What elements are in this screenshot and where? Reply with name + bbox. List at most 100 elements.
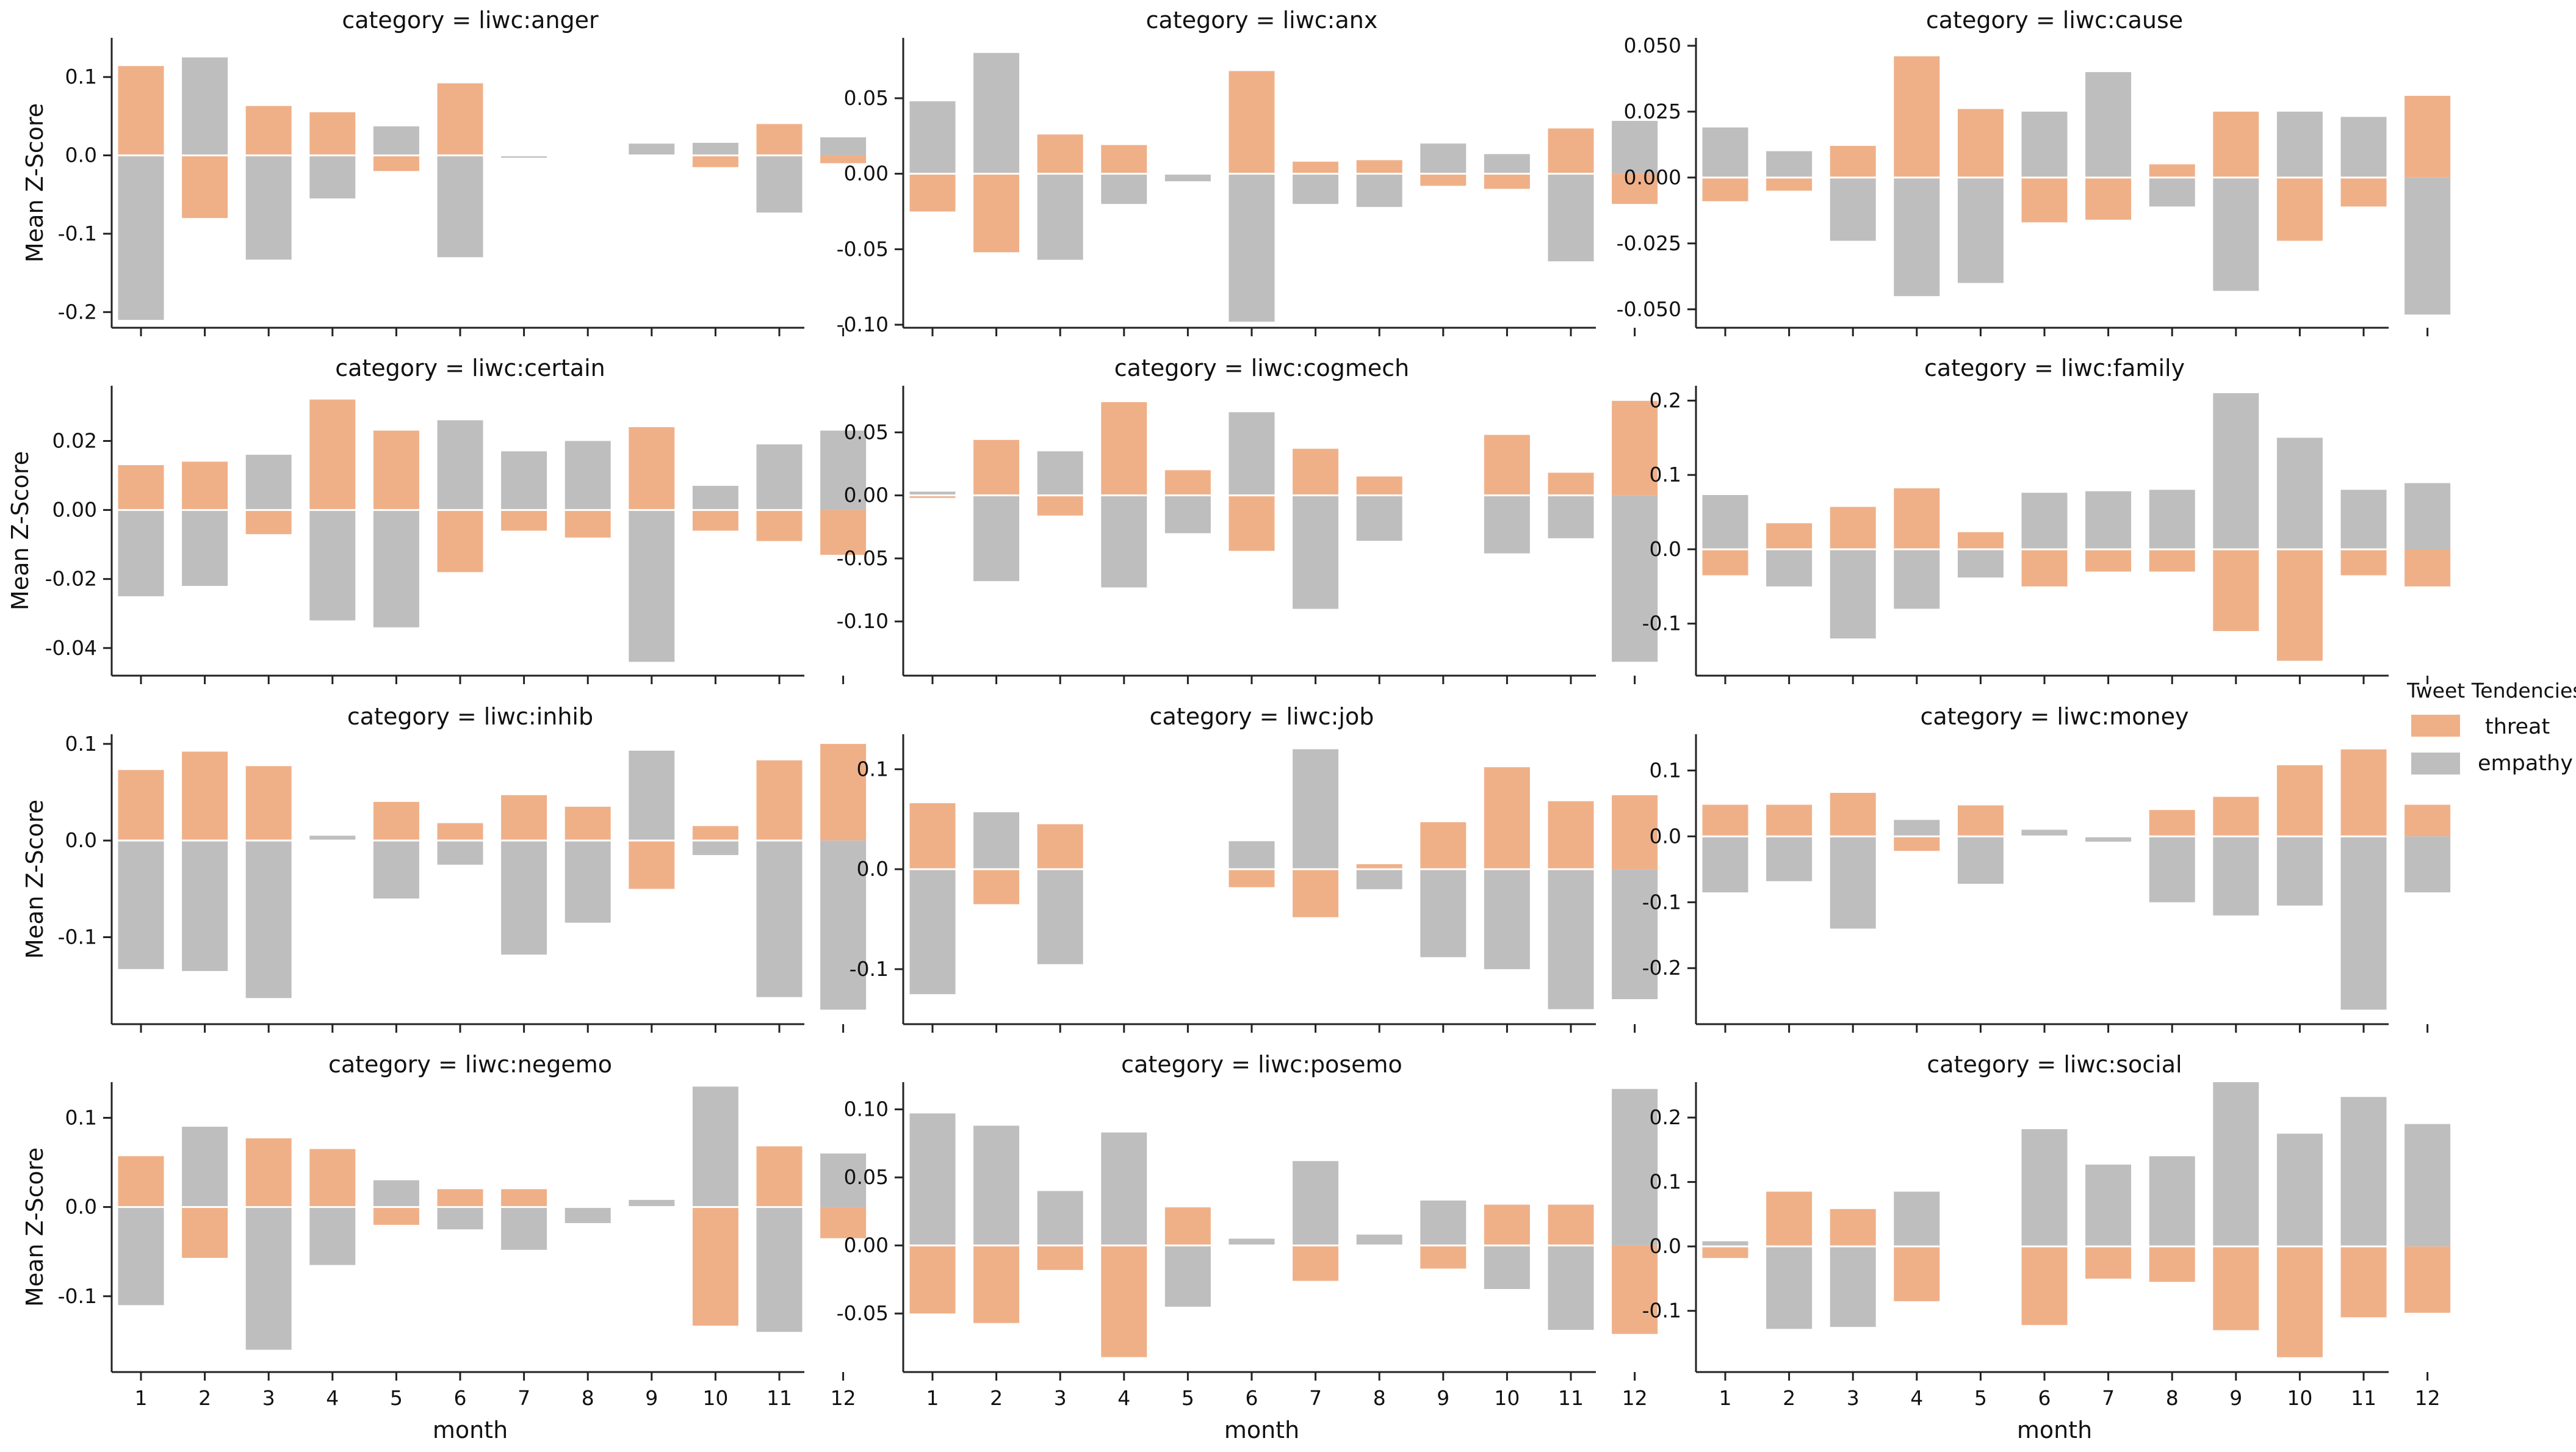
bar-empathy xyxy=(2340,117,2387,178)
bar-threat xyxy=(1830,507,1876,549)
legend: Tweet Tendencies threat empathy xyxy=(2406,679,2576,776)
x-tick-label: 9 xyxy=(1437,1386,1449,1410)
bar-empathy xyxy=(1830,1246,1876,1327)
bar-threat xyxy=(373,1207,419,1225)
bar-empathy xyxy=(973,1125,1020,1246)
bar-threat xyxy=(1894,56,1940,178)
bar-threat xyxy=(692,1207,738,1326)
bar-empathy xyxy=(2405,1124,2451,1247)
bar-threat xyxy=(2021,177,2068,223)
bar-threat xyxy=(1830,1208,1876,1247)
bar-threat xyxy=(118,1156,164,1207)
x-tick-label: 5 xyxy=(1182,1386,1194,1410)
x-tick-label: 3 xyxy=(1054,1386,1067,1410)
bar-empathy xyxy=(1293,173,1339,204)
x-tick-label: 1 xyxy=(926,1386,939,1410)
y-tick-label: 0.00 xyxy=(844,483,889,507)
bar-threat xyxy=(2021,1246,2068,1325)
bar-threat xyxy=(437,510,483,572)
bar-empathy xyxy=(2276,438,2323,549)
bar-threat xyxy=(1037,824,1083,870)
y-tick-label: -0.1 xyxy=(1642,1299,1681,1323)
bar-empathy xyxy=(1612,869,1658,1000)
bar-empathy xyxy=(437,1207,483,1230)
bar-threat xyxy=(501,1189,547,1207)
bar-empathy xyxy=(118,1207,164,1306)
x-tick-label: 6 xyxy=(2038,1386,2051,1410)
x-tick-label: 8 xyxy=(582,1386,594,1410)
y-axis-label: Mean Z-Score xyxy=(21,1147,48,1307)
y-tick-label: -0.10 xyxy=(837,609,889,633)
bar-empathy xyxy=(182,840,228,971)
y-tick-label: -0.04 xyxy=(45,636,97,660)
bar-empathy xyxy=(1548,173,1594,262)
bar-threat xyxy=(909,173,956,212)
bar-empathy xyxy=(973,812,1020,870)
chart-panel: category = liwc:job -0.1 0.0 0.1 xyxy=(850,703,1658,1033)
bar-threat xyxy=(2085,177,2132,220)
x-axis-label: month xyxy=(433,1417,508,1443)
bar-empathy xyxy=(1702,495,1748,549)
bar-empathy xyxy=(1164,173,1211,182)
bar-threat xyxy=(245,766,292,841)
bar-empathy xyxy=(1612,1089,1658,1246)
bar-threat xyxy=(756,1146,803,1207)
chart-panel: category = liwc:posemo -0.05 0.00 0.05 0.10 1… xyxy=(837,1051,1658,1443)
bar-empathy xyxy=(501,451,547,510)
bar-threat xyxy=(1420,173,1467,186)
bar-empathy xyxy=(1101,495,1147,588)
bar-empathy xyxy=(2085,836,2132,842)
panel-title: category = liwc:cogmech xyxy=(1114,355,1409,381)
bar-threat xyxy=(1484,435,1530,496)
y-tick-label: 0.0 xyxy=(857,857,889,881)
y-tick-label: 0.2 xyxy=(1650,388,1681,412)
chart-panel: category = liwc:family -0.1 0.0 0.1 0.2 xyxy=(1642,355,2451,684)
x-tick-label: 2 xyxy=(1783,1386,1795,1410)
bar-threat xyxy=(1293,1245,1339,1281)
x-tick-label: 12 xyxy=(2415,1386,2441,1410)
bar-empathy xyxy=(309,836,356,841)
bar-threat xyxy=(1101,402,1147,496)
bar-empathy xyxy=(1484,869,1530,969)
bar-threat xyxy=(1548,801,1594,870)
bar-threat xyxy=(182,751,228,841)
bar-empathy xyxy=(2085,1165,2132,1247)
bar-empathy xyxy=(2149,836,2195,903)
panel-title: category = liwc:inhib xyxy=(347,703,593,730)
y-tick-label: -0.1 xyxy=(58,1284,97,1308)
bar-threat xyxy=(1830,793,1876,837)
bar-threat xyxy=(820,1207,867,1238)
x-tick-label: 8 xyxy=(1373,1386,1386,1410)
x-tick-label: 10 xyxy=(2287,1386,2312,1410)
bar-threat xyxy=(1548,1204,1594,1246)
bar-threat xyxy=(820,155,867,164)
panel-title: category = liwc:certain xyxy=(335,355,605,381)
bar-empathy xyxy=(1894,549,1940,609)
chart-panel: category = liwc:cause -0.050 -0.025 0.000 0.… xyxy=(1617,7,2451,336)
bar-empathy xyxy=(2021,1129,2068,1247)
y-tick-label: -0.050 xyxy=(1617,297,1681,321)
bar-threat xyxy=(1037,134,1083,174)
bar-empathy xyxy=(756,1207,803,1332)
bar-empathy xyxy=(501,1207,547,1250)
bar-threat xyxy=(1766,523,1813,549)
bar-empathy xyxy=(1830,549,1876,639)
bar-empathy xyxy=(1702,1241,1748,1247)
bar-empathy xyxy=(437,420,483,510)
bar-threat xyxy=(2340,177,2387,207)
bar-empathy xyxy=(1037,869,1083,964)
bar-threat xyxy=(565,510,611,538)
bar-empathy xyxy=(1766,151,1813,178)
chart-panel: category = liwc:anger -0.2 -0.1 0.0 0.1 Mean … xyxy=(21,7,867,336)
chart-panel: category = liwc:certain -0.04 -0.02 0.00 0.0… xyxy=(7,355,867,684)
bar-threat xyxy=(820,510,867,555)
bar-empathy xyxy=(1101,173,1147,204)
bar-threat xyxy=(1164,1207,1211,1246)
bar-empathy xyxy=(245,840,292,999)
bar-empathy xyxy=(2213,1082,2259,1247)
chart-panel: category = liwc:social-0.10.00.10.21 2 3 4 5… xyxy=(1642,1051,2451,1443)
legend-swatch-threat xyxy=(2411,715,2460,737)
bar-threat xyxy=(2149,549,2195,572)
bar-empathy xyxy=(1228,173,1275,322)
x-tick-label: 3 xyxy=(1847,1386,1860,1410)
